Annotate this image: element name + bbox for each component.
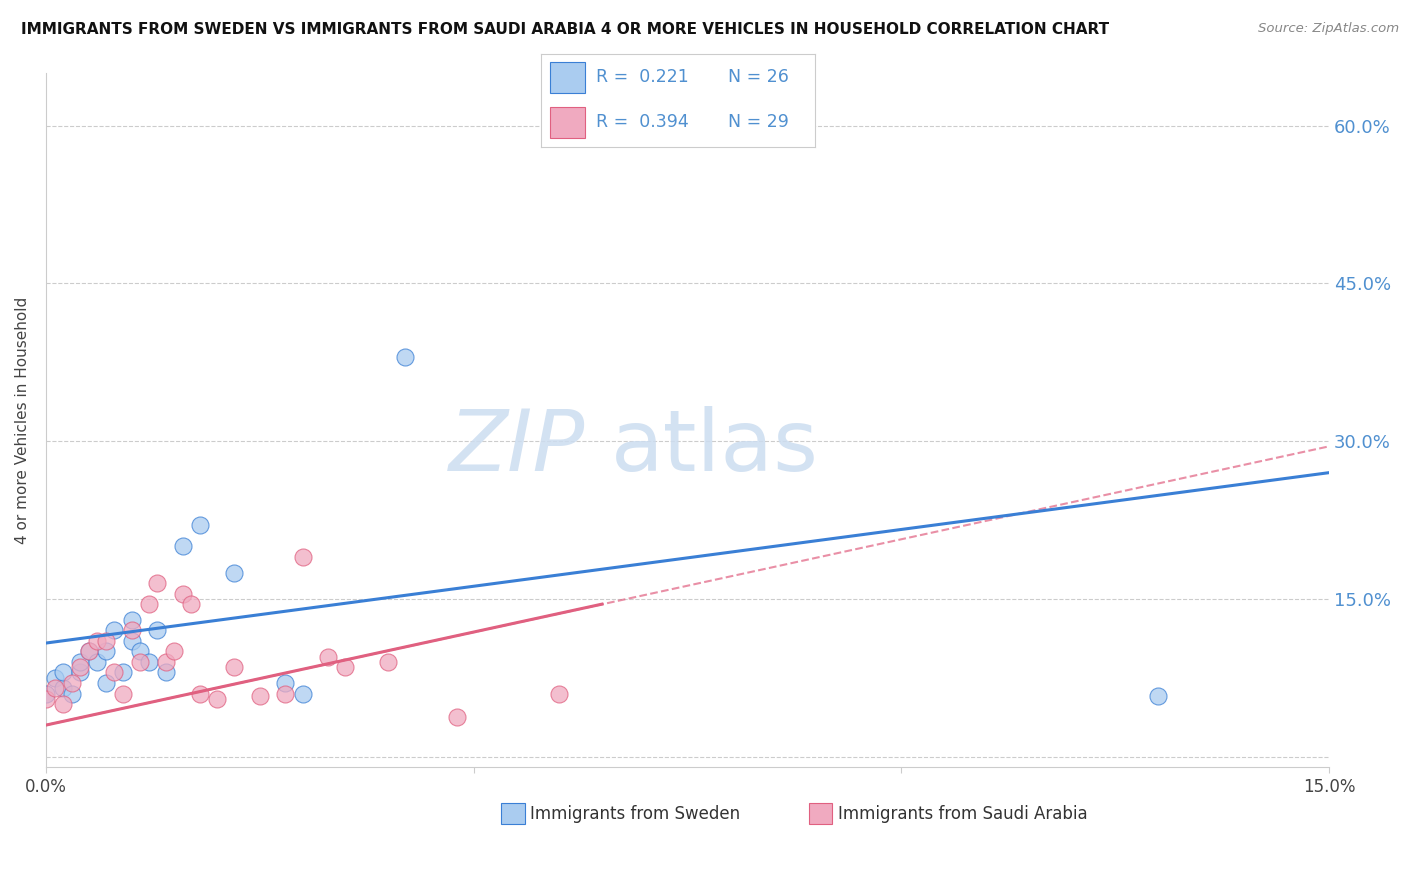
Point <box>35 691 58 706</box>
Point <box>172 586 194 600</box>
Text: ZIP: ZIP <box>449 407 585 490</box>
Point <box>52 665 75 680</box>
Point <box>60 687 83 701</box>
Point <box>77 644 100 658</box>
Point <box>129 644 152 658</box>
Text: N = 26: N = 26 <box>728 69 789 87</box>
Text: Immigrants from Saudi Arabia: Immigrants from Saudi Arabia <box>838 805 1087 822</box>
Text: N = 29: N = 29 <box>728 113 789 131</box>
Point <box>121 624 143 638</box>
Point <box>316 649 339 664</box>
Point <box>69 665 91 680</box>
Text: Immigrants from Sweden: Immigrants from Sweden <box>530 805 740 822</box>
Point <box>138 655 160 669</box>
Point <box>291 687 314 701</box>
Bar <box>550 62 585 93</box>
Point <box>94 634 117 648</box>
Point <box>446 709 468 723</box>
Y-axis label: 4 or more Vehicles in Household: 4 or more Vehicles in Household <box>15 296 30 544</box>
Point <box>138 597 160 611</box>
Point <box>52 697 75 711</box>
Point <box>146 576 169 591</box>
Point <box>172 539 194 553</box>
Point <box>548 687 571 701</box>
Point <box>146 624 169 638</box>
Point <box>205 691 228 706</box>
Point <box>103 624 125 638</box>
Point <box>44 681 66 696</box>
Point <box>249 689 271 703</box>
Bar <box>550 107 585 138</box>
Bar <box>502 804 524 824</box>
Point <box>224 566 246 580</box>
Point <box>77 644 100 658</box>
Point <box>111 687 134 701</box>
Point <box>163 644 186 658</box>
Text: IMMIGRANTS FROM SWEDEN VS IMMIGRANTS FROM SAUDI ARABIA 4 OR MORE VEHICLES IN HOU: IMMIGRANTS FROM SWEDEN VS IMMIGRANTS FRO… <box>21 22 1109 37</box>
Bar <box>810 804 832 824</box>
Point <box>180 597 202 611</box>
Point <box>188 518 211 533</box>
Point <box>86 634 108 648</box>
Point <box>52 681 75 696</box>
Text: R =  0.394: R = 0.394 <box>596 113 689 131</box>
Point <box>335 660 357 674</box>
Point <box>35 687 58 701</box>
Point <box>274 687 297 701</box>
Point <box>155 655 177 669</box>
Point <box>1147 689 1170 703</box>
Point <box>94 644 117 658</box>
Point <box>188 687 211 701</box>
Point <box>86 655 108 669</box>
Point <box>69 660 91 674</box>
Point <box>121 634 143 648</box>
Point <box>60 676 83 690</box>
Point <box>103 665 125 680</box>
Point <box>394 350 416 364</box>
Point <box>291 549 314 564</box>
Text: R =  0.221: R = 0.221 <box>596 69 689 87</box>
Point <box>111 665 134 680</box>
Text: Source: ZipAtlas.com: Source: ZipAtlas.com <box>1258 22 1399 36</box>
Point <box>377 655 399 669</box>
Point <box>274 676 297 690</box>
Point <box>129 655 152 669</box>
Point <box>155 665 177 680</box>
Point <box>44 671 66 685</box>
Point <box>69 655 91 669</box>
Point <box>94 676 117 690</box>
Point <box>224 660 246 674</box>
Text: atlas: atlas <box>610 407 818 490</box>
Point <box>121 613 143 627</box>
